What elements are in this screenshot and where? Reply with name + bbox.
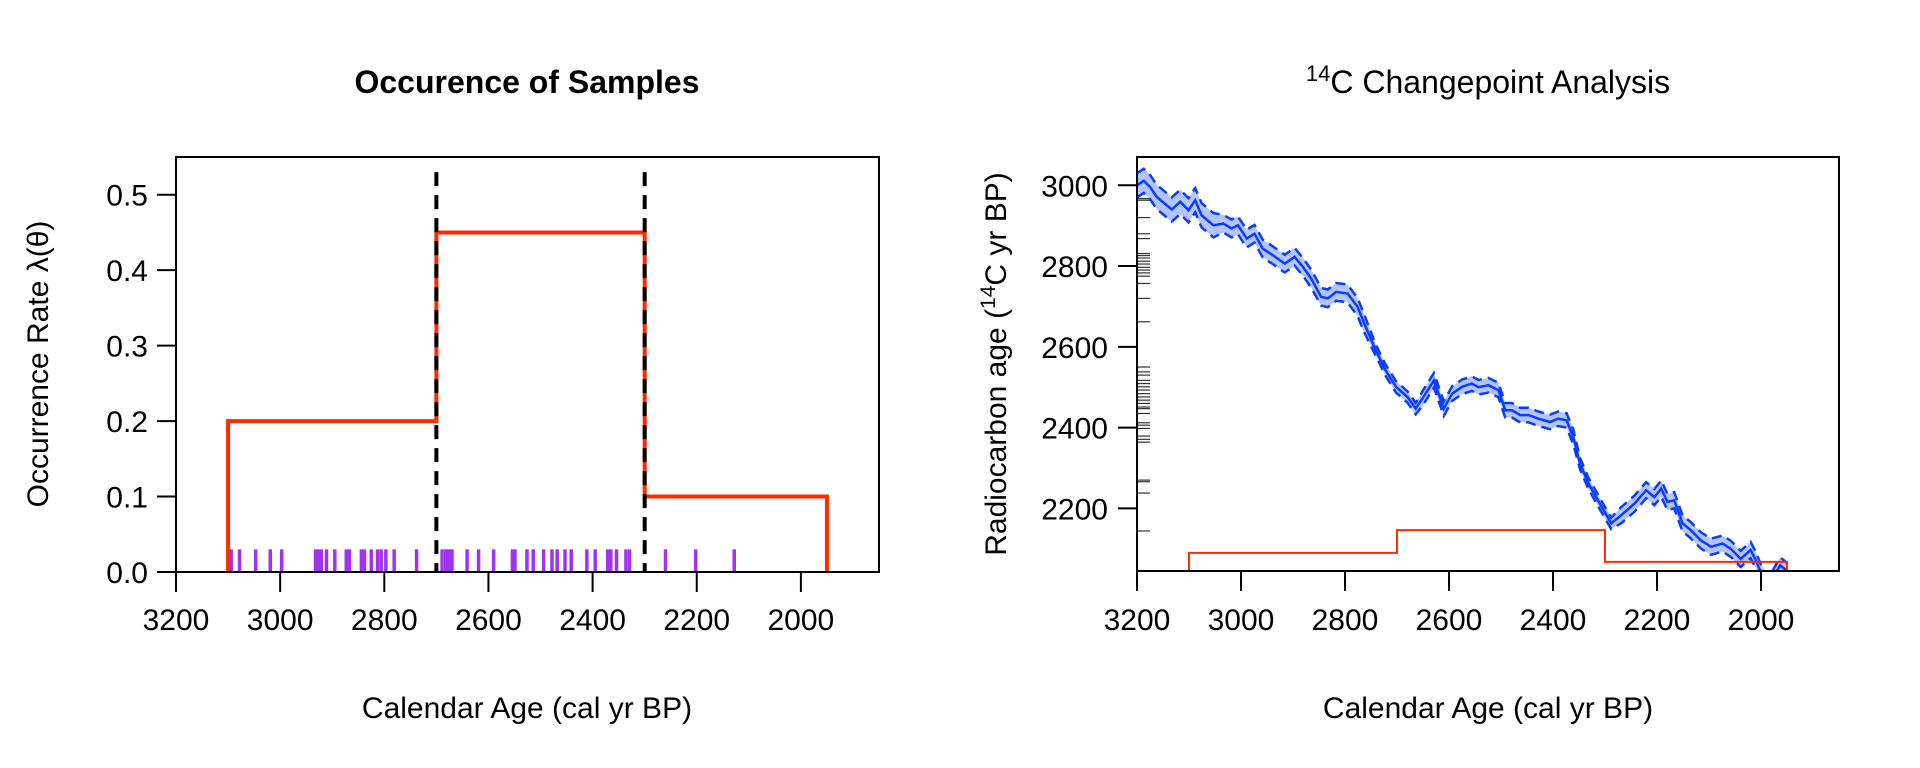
x-tick-label: 2600 [1416,604,1483,637]
scaled-rate-step-line [1188,529,1788,571]
y-tick-label: 0.2 [106,406,148,439]
right-ylabel-pre: Radiocarbon age ( [980,309,1013,556]
changepoint-panel: 14C Changepoint Analysis Calendar Age (c… [977,61,1840,725]
left-y-axis-label: Occurrence Rate λ(θ) [22,221,55,508]
y-tick-label: 2400 [1041,413,1108,446]
x-tick-label: 2800 [351,604,418,637]
calibration-band [1137,168,1787,571]
left-chart-title: Occurence of Samples [354,64,699,100]
x-tick-label: 3200 [143,604,210,637]
x-tick-label: 3200 [1104,604,1171,637]
x-tick-label: 2000 [1728,604,1795,637]
left-plot-frame [175,156,880,573]
y-tick-label: 3000 [1041,170,1108,203]
x-tick-label: 3000 [247,604,314,637]
x-tick-label: 2400 [1520,604,1587,637]
y-tick-label: 2200 [1041,493,1108,526]
y-tick-label: 0.4 [106,255,148,288]
calibration-upper-dashed [1137,167,1788,571]
left-marks [226,172,829,572]
occurrence-panel: Occurence of Samples Calendar Age (cal y… [22,64,880,725]
y-tick-label: 0.1 [106,482,148,515]
x-tick-label: 2800 [1312,604,1379,637]
y-tick-label: 0.5 [106,180,148,213]
y-tick-label: 0.0 [106,557,148,590]
right-y-axis-label: Radiocarbon age (14C yr BP) [977,172,1013,556]
y-tick-label: 0.3 [106,331,148,364]
x-tick-label: 2200 [663,604,730,637]
y-tick-label: 2800 [1041,251,1108,284]
right-ylabel-sup: 14 [977,285,1000,309]
left-ticks: 3200 3000 2800 2600 2400 2200 2000 0.0 0.1 0.2 0.3… [106,180,834,637]
x-tick-label: 2400 [559,604,626,637]
right-plot-frame [1136,156,1840,572]
left-x-axis-label: Calendar Age (cal yr BP) [362,692,692,725]
right-x-axis-label: Calendar Age (cal yr BP) [1323,692,1653,725]
x-tick-label: 3000 [1208,604,1275,637]
x-tick-label: 2600 [455,604,522,637]
occurrence-rate-step-line [226,230,829,572]
calibration-lower-dashed [1137,191,1759,571]
x-tick-label: 2200 [1624,604,1691,637]
right-chart-title: 14C Changepoint Analysis [1306,61,1670,100]
right-ylabel-post: C yr BP) [980,172,1013,285]
right-ticks: 3200 3000 2800 2600 2400 2200 2000 2200 2400 2600… [1041,170,1794,637]
right-title-superscript: 14 [1306,61,1330,86]
right-marks [1137,167,1788,571]
calibration-curve [1137,179,1788,571]
x-tick-label: 2000 [768,604,835,637]
y-tick-label: 2600 [1041,332,1108,365]
right-title-text: C Changepoint Analysis [1330,64,1670,100]
